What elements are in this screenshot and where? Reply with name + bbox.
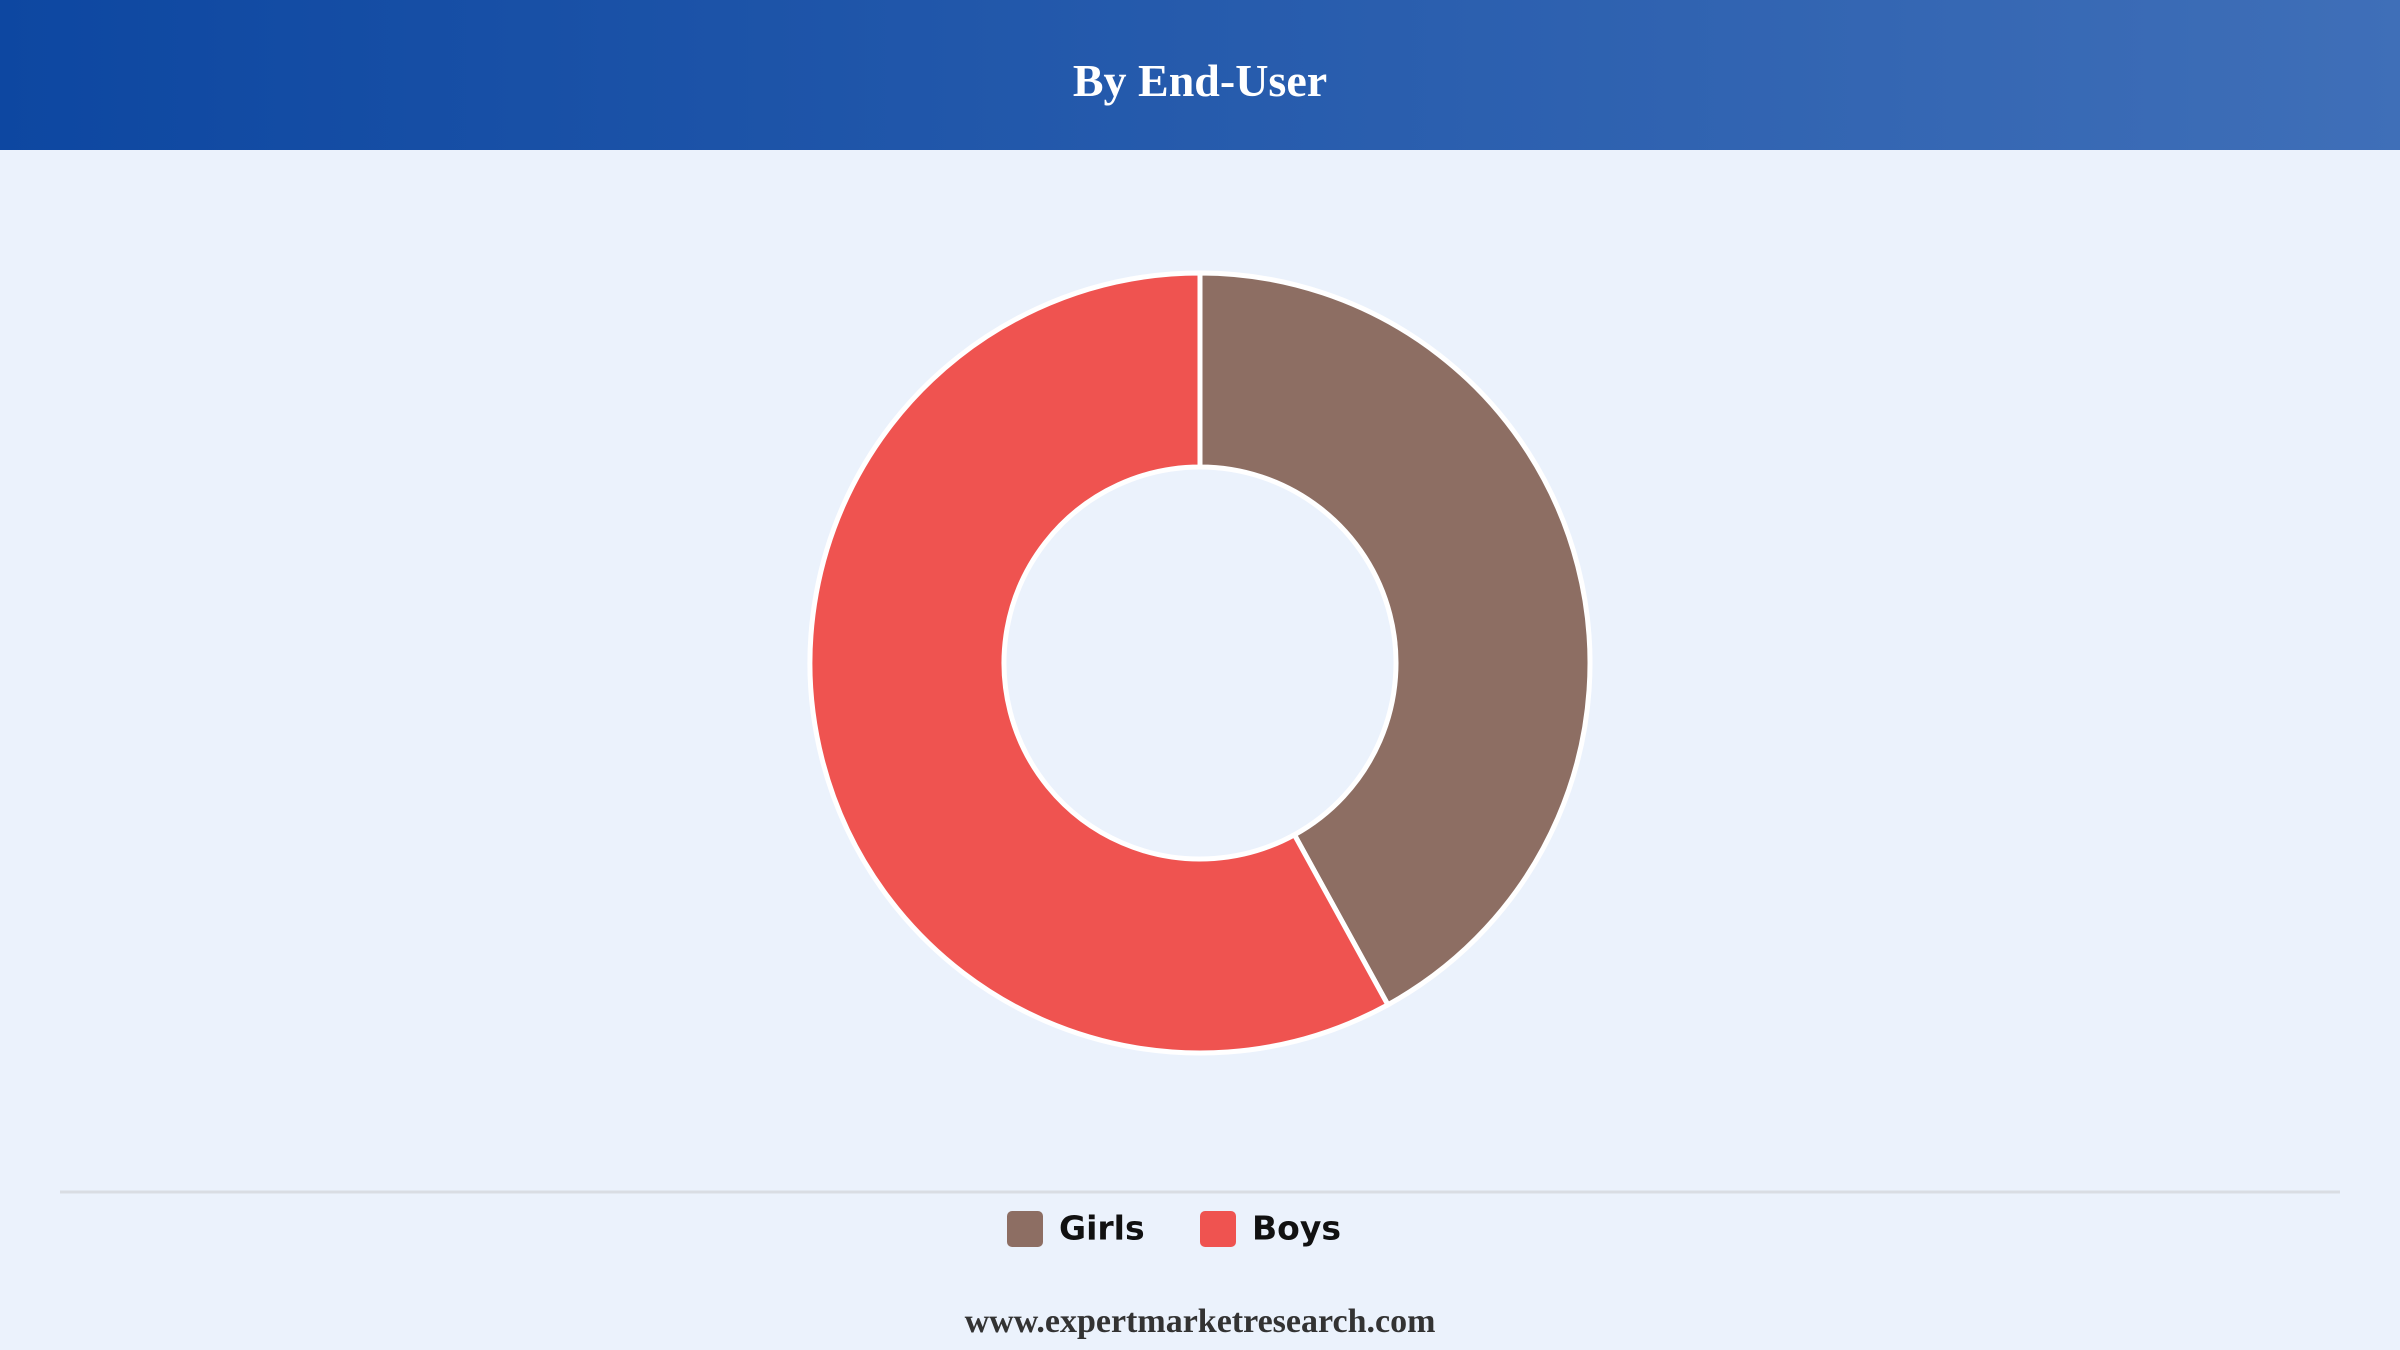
legend-swatch	[1200, 1211, 1236, 1247]
header-bar	[0, 0, 2400, 150]
donut-slice	[1197, 270, 1593, 1009]
legend: Girls Boys	[1007, 1209, 1341, 1248]
legend-label: Girls	[1059, 1209, 1145, 1248]
donut-slice	[807, 270, 1392, 1056]
legend-label: Boys	[1252, 1209, 1341, 1248]
legend-swatch	[1007, 1211, 1043, 1247]
donut	[807, 270, 1593, 1056]
source-url: www.expertmarketresearch.com	[965, 1303, 1436, 1340]
chart-title: By End-User	[1073, 55, 1327, 106]
